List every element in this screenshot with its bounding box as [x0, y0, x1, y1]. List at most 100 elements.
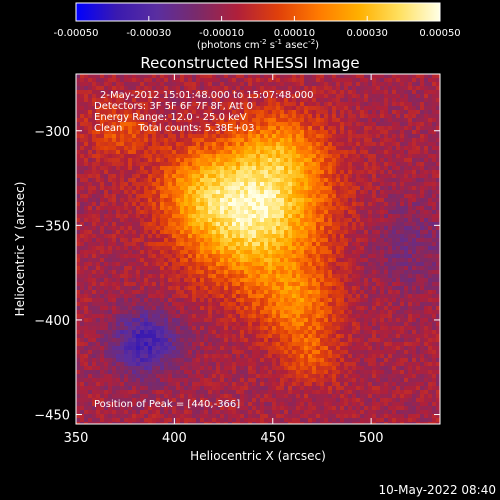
- heatmap-cell: [192, 122, 197, 127]
- heatmap-cell: [184, 82, 189, 87]
- heatmap-cell: [124, 82, 129, 87]
- heatmap-cell: [268, 326, 273, 331]
- heatmap-cell: [248, 262, 253, 267]
- heatmap-cell: [208, 338, 213, 343]
- heatmap-cell: [280, 162, 285, 167]
- heatmap-cell: [96, 250, 101, 255]
- heatmap-cell: [272, 338, 277, 343]
- heatmap-cell: [96, 202, 101, 207]
- heatmap-cell: [76, 242, 81, 247]
- heatmap-cell: [144, 190, 149, 195]
- heatmap-cell: [140, 174, 145, 179]
- heatmap-cell: [156, 182, 161, 187]
- heatmap-cell: [96, 326, 101, 331]
- heatmap-cell: [120, 190, 125, 195]
- heatmap-cell: [204, 226, 209, 231]
- heatmap-cell: [188, 322, 193, 327]
- heatmap-cell: [188, 378, 193, 383]
- heatmap-cell: [92, 186, 97, 191]
- heatmap-cell: [84, 210, 89, 215]
- heatmap-cell: [172, 198, 177, 203]
- heatmap-cell: [204, 246, 209, 251]
- heatmap-cell: [144, 234, 149, 239]
- heatmap-cell: [88, 406, 93, 411]
- heatmap-cell: [288, 398, 293, 403]
- heatmap-cell: [272, 218, 277, 223]
- heatmap-cell: [120, 238, 125, 243]
- heatmap-cell: [300, 150, 305, 155]
- heatmap-cell: [228, 98, 233, 103]
- heatmap-cell: [268, 406, 273, 411]
- heatmap-cell: [236, 146, 241, 151]
- heatmap-cell: [104, 126, 109, 131]
- heatmap-cell: [288, 250, 293, 255]
- heatmap-cell: [296, 274, 301, 279]
- heatmap-cell: [160, 366, 165, 371]
- heatmap-cell: [248, 254, 253, 259]
- heatmap-cell: [284, 218, 289, 223]
- heatmap-cell: [292, 106, 297, 111]
- heatmap-cell: [176, 118, 181, 123]
- heatmap-cell: [128, 74, 133, 79]
- heatmap-cell: [120, 162, 125, 167]
- heatmap-cell: [100, 254, 105, 259]
- heatmap-cell: [156, 246, 161, 251]
- heatmap-cell: [152, 282, 157, 287]
- heatmap-cell: [116, 266, 121, 271]
- heatmap-cell: [276, 166, 281, 171]
- heatmap-cell: [112, 226, 117, 231]
- heatmap-cell: [156, 294, 161, 299]
- heatmap-cell: [124, 238, 129, 243]
- heatmap-cell: [268, 266, 273, 271]
- heatmap-cell: [176, 290, 181, 295]
- heatmap-cell: [260, 102, 265, 107]
- heatmap-cell: [244, 390, 249, 395]
- heatmap-cell: [220, 346, 225, 351]
- heatmap-cell: [200, 270, 205, 275]
- heatmap-cell: [160, 266, 165, 271]
- heatmap-cell: [276, 290, 281, 295]
- heatmap-cell: [268, 386, 273, 391]
- heatmap-cell: [220, 150, 225, 155]
- heatmap-cell: [104, 178, 109, 183]
- heatmap-cell: [248, 114, 253, 119]
- heatmap-cell: [168, 402, 173, 407]
- heatmap-cell: [256, 162, 261, 167]
- heatmap-cell: [192, 286, 197, 291]
- heatmap-cell: [232, 118, 237, 123]
- heatmap-cell: [108, 258, 113, 263]
- heatmap-cell: [228, 258, 233, 263]
- heatmap-cell: [96, 406, 101, 411]
- heatmap-cell: [272, 354, 277, 359]
- heatmap-cell: [136, 178, 141, 183]
- heatmap-cell: [236, 322, 241, 327]
- heatmap-cell: [144, 118, 149, 123]
- heatmap-cell: [208, 238, 213, 243]
- heatmap-cell: [252, 78, 257, 83]
- heatmap-cell: [264, 406, 269, 411]
- heatmap-cell: [288, 186, 293, 191]
- heatmap-cell: [200, 294, 205, 299]
- heatmap-cell: [268, 142, 273, 147]
- heatmap-cell: [196, 334, 201, 339]
- heatmap-cell: [256, 138, 261, 143]
- heatmap-cell: [196, 278, 201, 283]
- heatmap-cell: [192, 390, 197, 395]
- heatmap-cell: [268, 378, 273, 383]
- heatmap-cell: [260, 306, 265, 311]
- heatmap-cell: [252, 230, 257, 235]
- heatmap-cell: [84, 298, 89, 303]
- heatmap-cell: [136, 94, 141, 99]
- heatmap-cell: [84, 182, 89, 187]
- heatmap-cell: [288, 238, 293, 243]
- heatmap-cell: [244, 326, 249, 331]
- heatmap-cell: [256, 410, 261, 415]
- heatmap-cell: [156, 194, 161, 199]
- heatmap-cell: [260, 106, 265, 111]
- heatmap-cell: [148, 162, 153, 167]
- heatmap-cell: [284, 246, 289, 251]
- heatmap-cell: [164, 114, 169, 119]
- heatmap-cell: [212, 278, 217, 283]
- heatmap-cell: [160, 382, 165, 387]
- heatmap-cell: [268, 226, 273, 231]
